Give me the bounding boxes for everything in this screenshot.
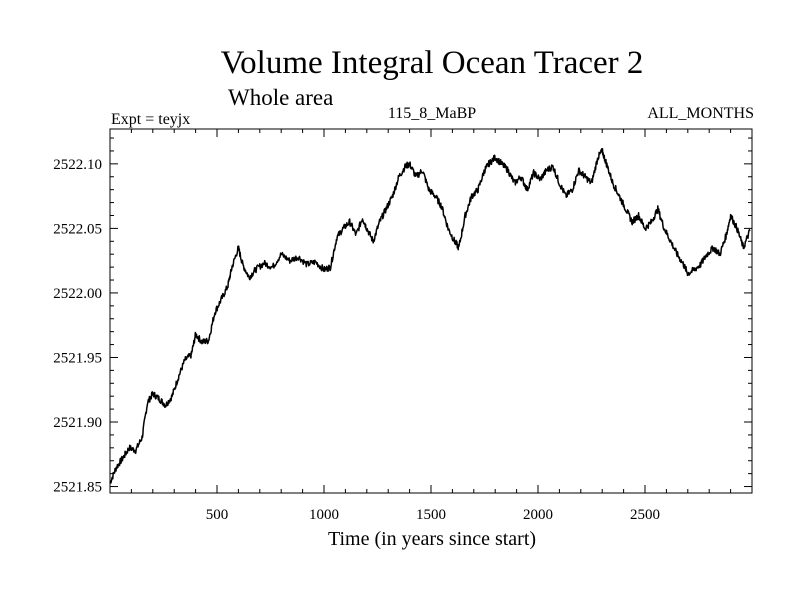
chart-title: Volume Integral Ocean Tracer 2: [221, 45, 644, 81]
y-tick-label: 2521.85: [53, 480, 102, 496]
chart-subtitle: Whole area: [228, 85, 333, 110]
period-label: 115_8_MaBP: [388, 105, 476, 122]
y-tick-label: 2522.05: [53, 221, 102, 237]
x-tick-label: 1500: [416, 507, 446, 523]
y-tick-label: 2522.10: [53, 157, 102, 173]
x-tick-label: 2000: [523, 507, 553, 523]
tick-marks: [110, 129, 752, 493]
tick-labels: 500 1000 1500 2000 2500 2521.85 2521.90 2521.95…: [53, 157, 660, 523]
series-line: [109, 147, 751, 484]
x-tick-label: 500: [206, 507, 229, 523]
y-tick-label: 2521.95: [53, 350, 102, 366]
experiment-label: Expt = teyjx: [111, 111, 190, 128]
x-tick-label: 1000: [309, 507, 339, 523]
plot-frame: [109, 128, 753, 494]
y-tick-label: 2521.90: [53, 415, 102, 431]
x-axis-label: Time (in years since start): [328, 528, 536, 550]
y-tick-label: 2522.00: [53, 286, 102, 302]
x-tick-label: 2500: [630, 507, 660, 523]
months-label: ALL_MONTHS: [647, 105, 754, 122]
